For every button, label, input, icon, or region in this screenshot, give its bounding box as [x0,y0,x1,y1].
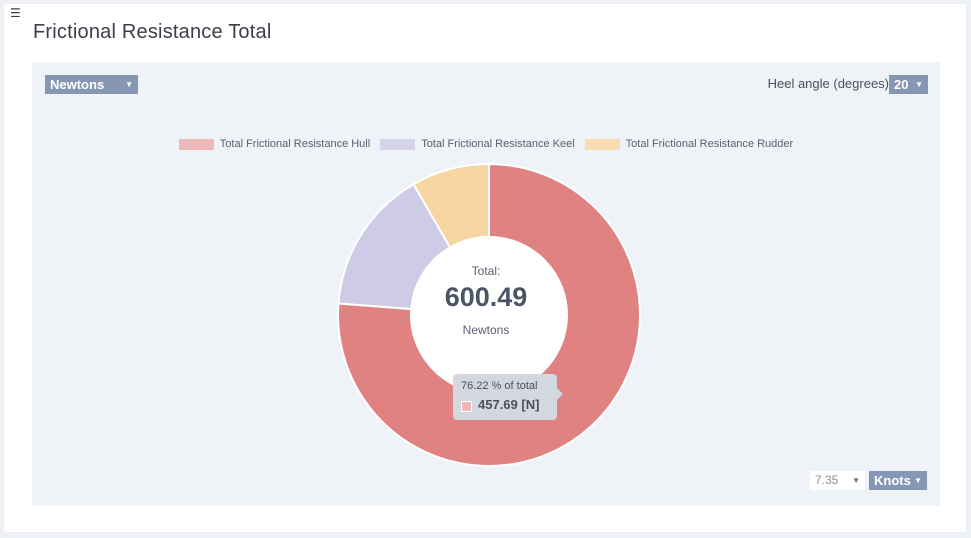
unit-select[interactable]: Newtons ▼ [45,75,138,94]
hamburger-menu-icon[interactable]: ☰ [10,6,21,20]
doughnut-chart [337,162,641,467]
chevron-down-icon: ▼ [914,476,922,485]
chart-tooltip: 76.22 % of total 457.69 [N] [453,374,563,420]
tooltip-value: 457.69 [N] [478,397,540,412]
doughnut-hole [412,238,566,392]
chevron-down-icon: ▼ [125,80,133,89]
legend-swatch-hull [178,138,214,150]
speed-unit-value: Knots [874,473,911,488]
legend-item-hull[interactable]: Total Frictional Resistance Hull [178,138,371,150]
total-label: Total: [471,264,501,278]
legend-label-rudder: Total Frictional Resistance Rudder [625,138,794,150]
legend-item-rudder[interactable]: Total Frictional Resistance Rudder [584,138,794,150]
tooltip-swatch [461,401,472,412]
chart-card: ☰ Frictional Resistance Total Newtons ▼ … [4,4,966,532]
legend-swatch-rudder [584,138,620,150]
doughnut-slice-rudder[interactable] [412,162,490,249]
legend-item-keel[interactable]: Total Frictional Resistance Keel [380,138,575,150]
legend-swatch-keel [380,138,416,150]
legend-label-keel: Total Frictional Resistance Keel [421,138,575,150]
speed-value: 7.35 [815,473,839,487]
speed-select[interactable]: 7.35 ▼ [810,471,865,490]
tooltip-percent: 76.22 % of total [461,380,538,392]
unit-select-value: Newtons [50,77,105,92]
chevron-down-icon: ▼ [915,80,923,89]
page-title: Frictional Resistance Total [33,21,272,43]
speed-unit-select[interactable]: Knots ▼ [869,471,927,490]
legend-label-hull: Total Frictional Resistance Hull [219,138,371,150]
total-value: 600.49 [444,282,528,312]
heel-angle-select[interactable]: 20 ▼ [889,75,928,94]
chevron-down-icon: ▼ [852,476,860,485]
heel-angle-value: 20 [894,77,909,92]
chart-legend: Total Frictional Resistance Hull Total F… [32,138,940,150]
chart-panel: Newtons ▼ Heel angle (degrees) 20 ▼ Tota… [32,62,940,506]
doughnut-slice-hull[interactable] [337,162,641,467]
heel-angle-label: Heel angle (degrees) [767,76,889,91]
total-unit: Newtons [462,323,510,337]
